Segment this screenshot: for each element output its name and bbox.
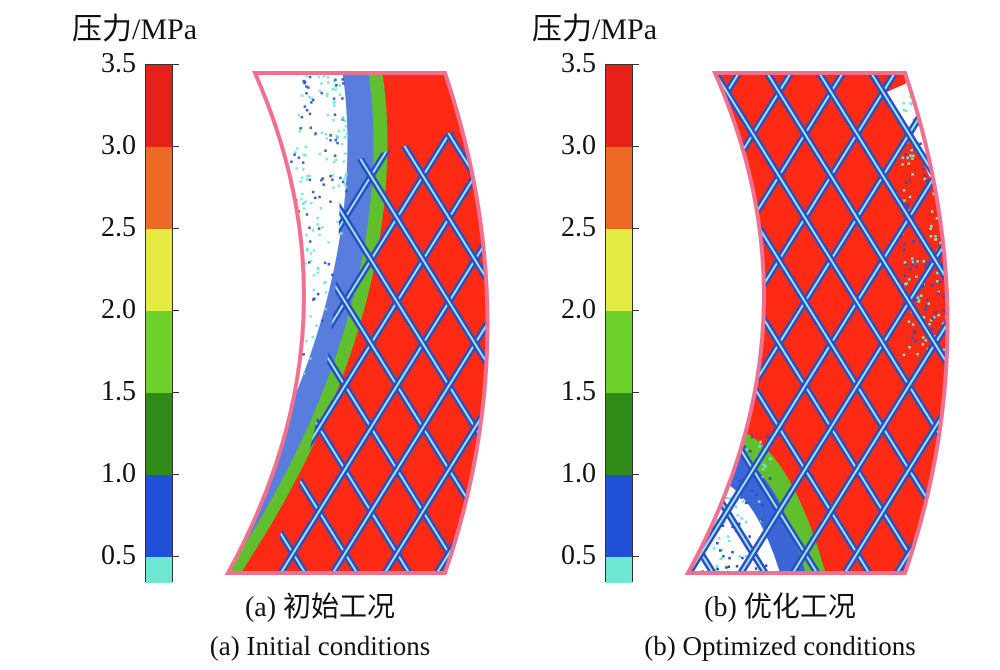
caption-zh: (b) 优化工况 — [704, 592, 856, 623]
pressure-map — [224, 71, 490, 575]
color-bar-segment — [606, 393, 632, 475]
tick-label: 3.0 — [101, 130, 136, 161]
unit-label: 压力/MPa — [532, 13, 658, 46]
color-bar-segment — [146, 557, 172, 583]
tick-mark — [173, 146, 179, 147]
pressure-map — [684, 71, 950, 575]
pressure-field — [228, 73, 488, 573]
tick-label: 1.5 — [561, 376, 596, 407]
panel-optimized: 压力/MPa 3.5 3.0 2.5 2.0 1.5 1.0 0.5 (b) 优化工况 (b… — [500, 0, 960, 670]
tick-mark — [173, 392, 179, 393]
tick-label: 2.0 — [101, 294, 136, 325]
color-bar-segment — [146, 311, 172, 393]
tick-mark — [633, 474, 639, 475]
pressure-field — [688, 73, 948, 573]
color-bar-segment — [146, 393, 172, 475]
color-bar-segment — [146, 229, 172, 311]
pad-outline — [684, 71, 950, 575]
caption-en: (a) Initial conditions — [209, 631, 431, 661]
caption-en: (b) Optimized conditions — [644, 631, 916, 661]
tick-mark — [633, 392, 639, 393]
color-bar-segment — [606, 557, 632, 583]
tick-mark — [633, 310, 639, 311]
color-bar — [145, 64, 173, 583]
tick-label: 0.5 — [101, 540, 136, 571]
tick-mark — [633, 556, 639, 557]
unit-label: 压力/MPa — [72, 13, 198, 46]
tick-mark — [173, 228, 179, 229]
color-bar-segment — [606, 475, 632, 557]
tick-label: 2.0 — [561, 294, 596, 325]
tick-label: 1.5 — [101, 376, 136, 407]
color-bar — [605, 64, 633, 583]
tick-label: 1.0 — [561, 458, 596, 489]
tick-mark — [173, 310, 179, 311]
tick-label: 2.5 — [101, 212, 136, 243]
color-bar-segment — [606, 147, 632, 229]
tick-mark — [633, 146, 639, 147]
tick-label: 3.0 — [561, 130, 596, 161]
tick-mark — [633, 228, 639, 229]
tick-mark — [173, 556, 179, 557]
tick-label: 1.0 — [101, 458, 136, 489]
tick-label: 2.5 — [561, 212, 596, 243]
tick-mark — [633, 64, 639, 65]
color-bar-segment — [606, 311, 632, 393]
color-bar-segment — [606, 229, 632, 311]
tick-label: 0.5 — [561, 540, 596, 571]
color-bar-segment — [146, 65, 172, 147]
tick-label: 3.5 — [101, 48, 136, 79]
tick-label: 3.5 — [561, 48, 596, 79]
color-bar-segment — [146, 147, 172, 229]
tick-mark — [173, 64, 179, 65]
tick-mark — [173, 474, 179, 475]
pad-outline — [224, 71, 490, 575]
caption-zh: (a) 初始工况 — [244, 592, 396, 623]
panel-initial: 压力/MPa 3.5 3.0 2.5 2.0 1.5 1.0 0.5 (a) 初始工况 (a… — [40, 0, 500, 670]
color-bar-segment — [606, 65, 632, 147]
color-bar-segment — [146, 475, 172, 557]
